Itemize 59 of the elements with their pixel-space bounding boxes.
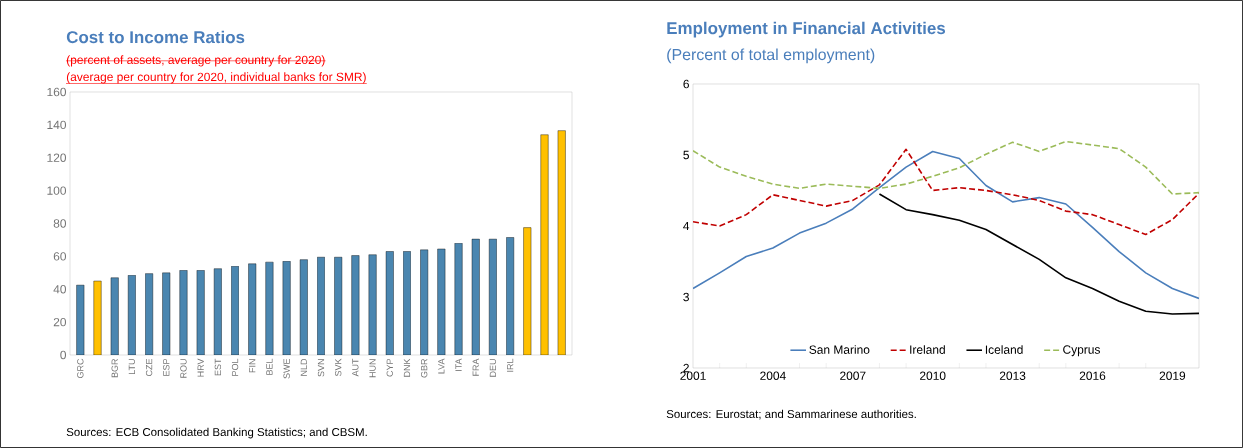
x-tick-label: SVN	[317, 359, 325, 377]
x-tick-label: IRL	[507, 358, 514, 372]
x-tick-label: EST	[214, 358, 222, 376]
x-tick-label: 2010	[919, 371, 946, 380]
x-tick-label: FIN	[249, 359, 256, 373]
y-tick-label: 6	[683, 79, 689, 89]
y-tick-label: 20	[53, 317, 67, 327]
x-tick-label: FRA	[472, 358, 479, 376]
x-tick-label: ITA	[455, 358, 462, 371]
line-series	[693, 150, 1200, 300]
x-tick-label: SWE	[283, 358, 290, 379]
y-tick-label: 140	[47, 120, 67, 130]
y-tick-label: 40	[53, 285, 67, 294]
legend-label: San Marino	[809, 345, 870, 354]
x-tick-label: 2016	[1079, 371, 1106, 380]
source-note: Sources: Eurostat; and Sammarinese authorities.	[666, 409, 916, 420]
source-note: Sources: ECB Consolidated Banking Statistics; and CBSM.	[66, 427, 367, 439]
x-tick-label: 2001	[680, 371, 706, 380]
y-tick-label: 3	[683, 292, 689, 302]
y-tick-label: 120	[47, 153, 67, 162]
legend-label: Iceland	[985, 345, 1023, 354]
y-tick-label: 60	[53, 252, 67, 261]
legend-label: Cyprus	[1063, 345, 1100, 357]
x-tick-label: 2019	[1159, 371, 1186, 380]
x-tick-label: GRC	[77, 358, 84, 378]
x-tick-label: 2007	[840, 371, 866, 380]
y-tick-label: 0	[60, 350, 67, 360]
x-tick-label: BEL	[266, 358, 273, 375]
x-tick-label: HRV	[197, 358, 204, 377]
x-tick-label: DEU	[489, 359, 497, 377]
x-tick-label: LVA	[438, 358, 445, 374]
x-tick-label: BGR	[111, 358, 118, 378]
x-tick-label: SVK	[335, 358, 342, 377]
x-tick-label: CYP	[386, 358, 393, 377]
x-tick-label: HUN	[369, 359, 376, 378]
y-tick-label: 2	[683, 363, 689, 373]
chart-title: Employment in Financial Activities	[667, 21, 946, 38]
y-tick-label: 5	[683, 150, 689, 160]
legend-label: Ireland	[910, 345, 945, 354]
x-tick-label: AUT	[352, 358, 359, 377]
y-tick-label: 4	[683, 221, 690, 231]
x-tick-label: ROU	[180, 359, 187, 378]
chart-subtitle: (Percent of total employment)	[667, 48, 875, 64]
x-tick-label: POL	[231, 358, 239, 376]
x-tick-label: GBR	[420, 358, 428, 378]
x-tick-label: CZE	[145, 358, 153, 376]
x-tick-label: 2013	[999, 371, 1026, 380]
line-series	[693, 140, 1200, 195]
text: (average per country for 2020, individual banks for SMR)	[66, 72, 366, 84]
x-tick-label: 2004	[760, 371, 786, 380]
y-tick-label: 100	[47, 186, 67, 195]
x-tick-label: NLD	[300, 358, 307, 376]
chart-title: Cost to Income Ratios	[66, 30, 245, 44]
x-tick-label: DNK	[403, 358, 411, 377]
y-tick-label: 80	[53, 219, 67, 228]
x-tick-label: LTU	[128, 359, 136, 375]
chart-subtitle: (percent of assets, average per country for 2020)	[66, 55, 325, 67]
x-tick-label: ESP	[163, 358, 170, 376]
y-tick-label: 160	[47, 87, 67, 97]
